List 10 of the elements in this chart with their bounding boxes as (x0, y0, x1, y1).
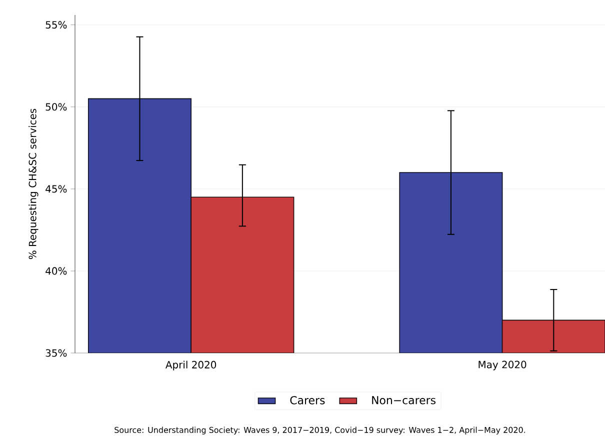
legend-label: Carers (290, 396, 325, 404)
legend-label: Non−carers (372, 396, 436, 404)
y-axis-title: % Requesting CH&SC services (28, 108, 38, 260)
x-tick-label: May 2020 (478, 360, 526, 370)
y-tick-label: 35% (46, 349, 67, 357)
y-tick-label: 50% (46, 103, 67, 111)
x-tick-label: April 2020 (166, 360, 216, 370)
y-tick-label: 45% (46, 185, 67, 193)
y-tick-label: 40% (46, 267, 67, 275)
y-tick-label: 55% (46, 21, 67, 29)
